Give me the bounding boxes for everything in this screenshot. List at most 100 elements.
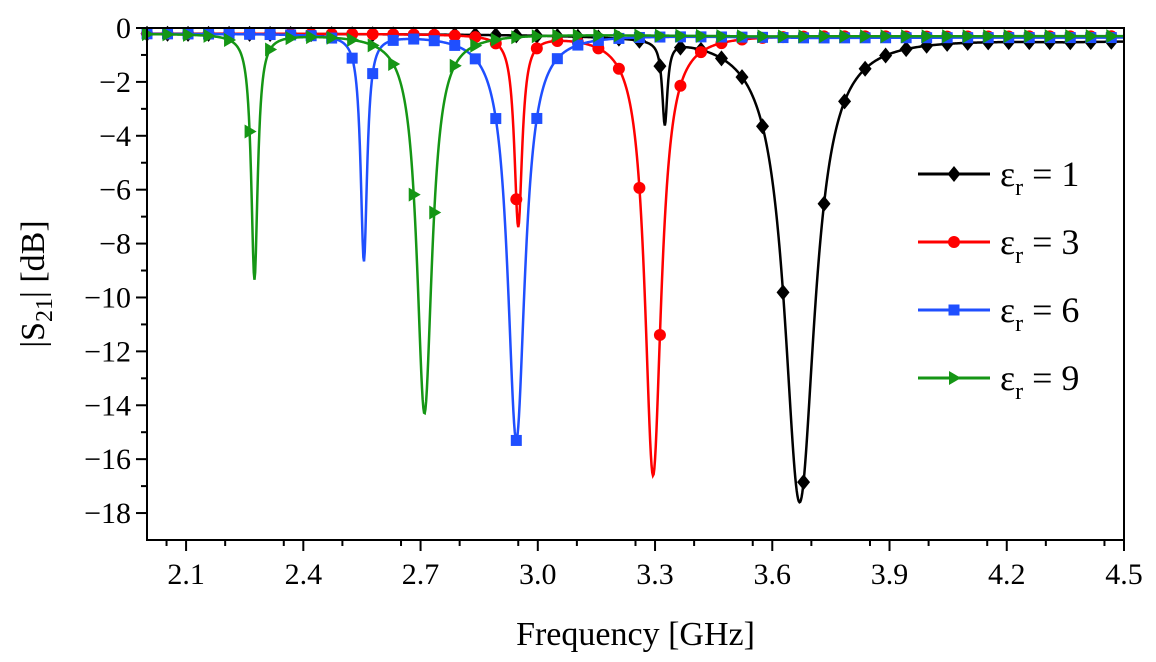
legend: εr = 1εr = 3εr = 6εr = 9: [918, 154, 1079, 405]
data-point: [428, 35, 440, 47]
axes: 2.1 2.4 2.7 3.0 3.3 3.6 3.9 4.2 4.5 0 −2 −4 −6 −8 −10 −…: [84, 12, 1143, 591]
legend-subscript: r: [1015, 175, 1023, 201]
data-point: [530, 42, 543, 55]
data-point: [860, 29, 873, 44]
data-point: [264, 29, 276, 41]
data-point: [203, 28, 216, 43]
data-point: [244, 28, 256, 40]
data-point: [839, 29, 852, 44]
data-point: [469, 53, 481, 65]
data-point: [880, 29, 893, 44]
data-point: [470, 38, 483, 53]
data-point: [983, 29, 996, 44]
x-tick-label: 3.9: [871, 558, 909, 591]
x-tick-label: 4.5: [1105, 558, 1143, 591]
data-point: [346, 52, 358, 64]
series-line: [146, 32, 1124, 416]
data-point: [694, 46, 707, 59]
data-point: [817, 195, 831, 212]
data-point: [347, 32, 360, 47]
data-point: [675, 28, 688, 43]
data-point: [674, 79, 687, 92]
data-point: [306, 30, 319, 45]
legend-value: = 3: [1023, 222, 1079, 262]
legend-label: εr = 1: [1000, 154, 1079, 201]
legend-symbol: ε: [1000, 290, 1015, 330]
data-point: [653, 328, 666, 341]
legend-label: εr = 3: [1000, 222, 1079, 269]
legend-label: εr = 6: [1000, 290, 1079, 337]
legend-value: = 6: [1023, 290, 1079, 330]
data-point: [797, 474, 811, 491]
series-4: [142, 27, 1124, 416]
x-tick-label: 4.2: [988, 558, 1026, 591]
data-point: [366, 28, 379, 41]
legend-entry-2: εr = 3: [918, 222, 1079, 269]
legend-label: εr = 9: [1000, 358, 1079, 405]
data-point: [162, 27, 175, 42]
series-2: [141, 27, 1124, 479]
y-axis-title: |S21| [dB]: [15, 220, 58, 347]
data-point: [901, 29, 914, 44]
y-axis-title-sub: 21: [32, 298, 58, 322]
data-point: [244, 124, 257, 139]
y-tick-label: 0: [116, 12, 131, 45]
legend-value: = 9: [1023, 358, 1079, 398]
data-point: [429, 205, 442, 220]
data-point: [223, 28, 235, 40]
data-point: [819, 29, 832, 44]
x-tick-label: 3.0: [519, 558, 557, 591]
data-point: [490, 32, 503, 47]
data-point: [942, 29, 955, 44]
legend-symbol: ε: [1000, 358, 1015, 398]
data-point: [899, 41, 913, 58]
data-point: [367, 68, 379, 80]
data-point: [551, 53, 563, 65]
data-point: [798, 29, 811, 44]
legend-subscript: r: [1015, 379, 1023, 405]
legend-subscript: r: [1015, 243, 1023, 269]
plot-frame: [146, 27, 1125, 541]
data-point: [449, 39, 461, 51]
data-point: [592, 34, 604, 46]
series-layer: [140, 25, 1125, 504]
data-point: [716, 29, 729, 44]
y-tick-label: −2: [99, 66, 131, 99]
data-point: [183, 27, 196, 42]
data-point: [572, 39, 584, 51]
data-point: [1024, 29, 1037, 44]
data-point: [1003, 29, 1016, 44]
data-point: [510, 434, 522, 446]
y-axis-title-rest: | [dB]: [15, 220, 52, 298]
data-point: [531, 29, 544, 44]
data-point: [714, 50, 728, 67]
data-point: [285, 31, 298, 46]
data-point: [265, 42, 278, 57]
x-tick-label: 2.1: [167, 558, 205, 591]
data-point: [653, 58, 667, 75]
data-point: [408, 33, 420, 45]
data-point: [552, 28, 565, 43]
x-axis-title: Frequency [GHz]: [516, 616, 755, 653]
data-point: [673, 39, 687, 56]
data-point: [387, 34, 399, 46]
y-axis-title-base: |S: [15, 322, 52, 348]
data-point: [367, 38, 380, 53]
legend-value: = 1: [1023, 154, 1079, 194]
data-point: [1065, 29, 1078, 44]
x-tick-label: 3.6: [754, 558, 792, 591]
series-line: [147, 32, 1124, 479]
data-point: [858, 60, 872, 77]
data-point: [612, 62, 625, 75]
data-point: [388, 56, 401, 71]
data-point: [408, 187, 421, 202]
data-point: [448, 29, 461, 42]
data-point: [735, 69, 749, 86]
y-tick-label: −6: [99, 174, 131, 207]
data-point: [879, 47, 893, 64]
data-point: [633, 181, 646, 194]
x-tick-label: 3.3: [636, 558, 674, 591]
data-point: [1106, 29, 1119, 44]
data-point: [613, 28, 626, 43]
